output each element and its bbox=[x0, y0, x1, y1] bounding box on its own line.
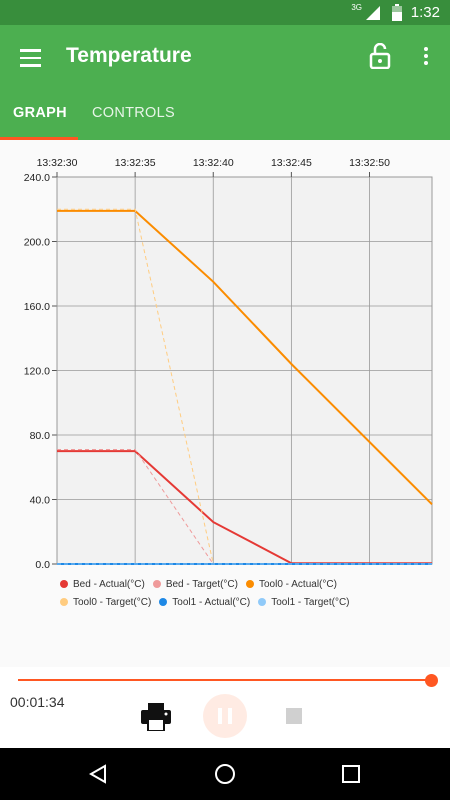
legend-item: Tool1 - Target(°C) bbox=[258, 596, 350, 608]
legend-label: Bed - Target(°C) bbox=[165, 578, 238, 590]
elapsed-time: 00:01:34 bbox=[10, 694, 65, 710]
home-icon[interactable] bbox=[214, 763, 236, 785]
legend-label: Tool1 - Target(°C) bbox=[271, 596, 350, 608]
x-tick-label: 13:32:50 bbox=[349, 157, 390, 169]
back-icon[interactable] bbox=[88, 764, 108, 784]
legend-label: Tool0 - Actual(°C) bbox=[259, 578, 337, 590]
legend-item: Tool1 - Actual(°C) bbox=[159, 597, 250, 608]
pause-button[interactable] bbox=[203, 694, 247, 738]
y-tick-label: 200.0 bbox=[24, 237, 50, 249]
legend-label: Tool1 - Actual(°C) bbox=[172, 596, 251, 608]
progress-thumb[interactable] bbox=[425, 674, 438, 687]
series-line-1 bbox=[57, 449, 432, 565]
print-icon[interactable] bbox=[141, 703, 171, 731]
legend-item: Bed - Target(°C) bbox=[152, 578, 238, 590]
legend-swatch bbox=[258, 598, 267, 606]
tab-indicator bbox=[0, 137, 78, 140]
unlock-icon[interactable] bbox=[369, 43, 391, 69]
x-tick-label: 13:32:35 bbox=[115, 157, 156, 169]
y-tick-label: 160.0 bbox=[24, 301, 50, 313]
progress-track bbox=[18, 679, 432, 681]
x-tick-label: 13:32:40 bbox=[193, 157, 234, 169]
chart-legend: Bed - Actual(°C) Bed - Target(°C) Tool0 - … bbox=[60, 575, 440, 611]
legend-item: Tool0 - Target(°C) bbox=[60, 597, 151, 608]
x-tick-label: 13:32:45 bbox=[271, 157, 312, 169]
legend-item: Tool0 - Actual(°C) bbox=[246, 579, 337, 590]
legend-swatch bbox=[60, 580, 68, 588]
series-line-2 bbox=[57, 209, 433, 506]
y-tick-label: 80.0 bbox=[30, 430, 51, 442]
battery-icon bbox=[392, 4, 402, 21]
more-options-icon[interactable] bbox=[418, 47, 434, 69]
legend-item: Bed - Actual(°C) bbox=[60, 579, 145, 590]
temperature-chart: 240.0 200.0 160.0 120.0 80.0 40.0 0.0 13:32:30 1… bbox=[24, 157, 433, 570]
network-type: 3G bbox=[351, 3, 362, 12]
legend-swatch bbox=[152, 580, 161, 588]
y-tick-label: 0.0 bbox=[35, 559, 50, 570]
navigation-bar bbox=[0, 748, 450, 800]
stop-button[interactable] bbox=[286, 708, 302, 724]
tab-controls[interactable]: CONTROLS bbox=[92, 105, 175, 121]
y-tick-label: 240.0 bbox=[24, 172, 50, 184]
y-tick-label: 40.0 bbox=[30, 495, 51, 507]
legend-swatch bbox=[159, 598, 168, 606]
status-bar: 3G 1:32 bbox=[0, 0, 450, 25]
page-title: Temperature bbox=[66, 44, 192, 67]
tab-graph[interactable]: GRAPH bbox=[13, 105, 67, 121]
recents-icon[interactable] bbox=[342, 765, 360, 783]
x-tick-label: 13:32:30 bbox=[37, 157, 78, 169]
signal-icon bbox=[366, 6, 380, 20]
app-bar: Temperature GRAPH CONTROLS bbox=[0, 25, 450, 140]
graph-panel: 240.0 200.0 160.0 120.0 80.0 40.0 0.0 13:32:30 1… bbox=[0, 140, 450, 667]
legend-swatch bbox=[246, 580, 254, 588]
legend-label: Bed - Actual(°C) bbox=[73, 578, 145, 590]
legend-swatch bbox=[60, 598, 68, 606]
hamburger-menu-icon[interactable] bbox=[20, 49, 41, 67]
y-tick-label: 120.0 bbox=[24, 366, 50, 378]
clock: 1:32 bbox=[410, 4, 440, 21]
legend-label: Tool0 - Target(°C) bbox=[73, 596, 152, 608]
print-progress-panel: 00:01:34 bbox=[0, 667, 450, 748]
